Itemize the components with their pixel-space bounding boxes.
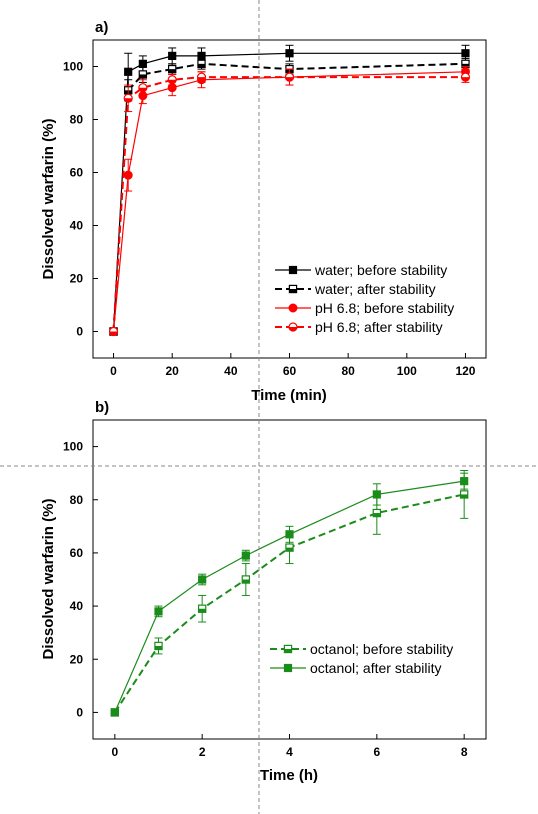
data-point [167,64,177,74]
x-tick-label: 4 [286,745,293,759]
data-point [154,607,163,616]
legend-label: pH 6.8; after stability [315,319,443,335]
data-point [154,641,163,651]
x-tick-label: 6 [373,745,380,759]
y-tick-label: 0 [76,325,83,339]
data-point [285,530,294,539]
y-tick-label: 0 [76,705,83,719]
legend-item: octanol; before stability [270,641,453,657]
panel-b-plot-area [110,470,469,717]
legend-label: water; before stability [314,262,447,278]
data-point [168,51,177,60]
data-point [123,170,133,180]
data-point [460,72,471,82]
data-point [461,49,470,58]
data-point [138,70,148,79]
x-tick-label: 60 [283,364,297,378]
panel-a-label: a) [95,19,108,36]
x-tick-label: 2 [199,745,206,759]
x-tick-label: 0 [111,745,118,759]
series-0 [110,470,469,717]
panel-b-legend: octanol; before stability octanol; after … [270,641,453,676]
y-tick-label: 60 [70,546,84,560]
data-point [459,490,469,499]
legend-item: water; before stability [275,262,447,278]
legend-item: octanol; after stability [270,660,442,676]
legend-item: water; after stability [275,281,436,297]
panel-b-label: b) [95,399,109,416]
x-tick-label: 8 [461,745,468,759]
x-tick-label: 40 [224,364,238,378]
y-tick-label: 40 [70,599,84,613]
panel-b-frame [92,419,487,740]
data-point [198,575,207,584]
x-tick-label: 100 [397,364,417,378]
legend-label: water; after stability [314,281,436,297]
data-point [110,708,119,717]
series-3 [108,68,471,337]
data-point [123,93,133,103]
legend-swatch-marker [283,663,293,673]
x-tick-label: 80 [341,364,355,378]
y-tick-label: 40 [70,219,84,233]
data-point [241,551,250,560]
panel-b-y-axis-title: Dissolved warfarin (%) [40,499,57,660]
panel-a-plot-area [108,44,471,337]
x-tick-label: 0 [110,364,117,378]
panel-a-x-ticks: 0 20 40 60 80 100 120 [110,353,476,378]
y-tick-label: 100 [63,440,83,454]
panel-b-x-ticks: 0 2 4 6 8 [111,734,468,759]
data-point [372,508,382,518]
legend-label: octanol; after stability [310,660,442,676]
panel-b: b) 0 2 4 6 8 0 20 40 60 80 100 Time (h) Dissolved… [40,399,487,784]
data-point [285,49,294,58]
legend-swatch-marker [288,265,298,275]
data-point [167,75,177,85]
y-tick-label: 20 [70,652,84,666]
panel-a-y-ticks: 0 20 40 60 80 100 [63,60,98,339]
data-point [241,575,251,584]
data-point [124,67,133,76]
data-point [197,604,207,613]
y-tick-label: 80 [70,493,84,507]
legend-item: pH 6.8; after stability [275,319,443,335]
panel-b-y-ticks: 0 20 40 60 80 100 [63,440,98,719]
legend-swatch-marker [288,322,298,332]
legend-label: pH 6.8; before stability [315,300,454,316]
panel-b-x-axis-title: Time (h) [260,767,318,784]
legend-swatch-marker [283,644,293,654]
legend-swatch-marker [288,284,298,294]
data-point [460,477,469,486]
x-tick-label: 120 [455,364,475,378]
legend-swatch-marker [288,303,298,313]
panel-a: a) 0 20 40 60 80 100 120 0 20 40 60 80 100 Time (mi… [40,19,487,404]
data-point [372,490,381,499]
data-point [284,72,295,82]
data-point [285,543,294,552]
y-tick-label: 80 [70,113,84,127]
y-tick-label: 20 [70,272,84,286]
legend-item: pH 6.8; before stability [275,300,454,316]
panel-a-x-axis-title: Time (min) [251,387,327,404]
data-point [108,326,119,337]
x-tick-label: 20 [166,364,180,378]
panel-a-y-axis-title: Dissolved warfarin (%) [40,119,57,280]
data-point [196,72,207,82]
data-point [197,59,206,69]
panel-a-legend: water; before stability water; after stab… [275,262,454,335]
legend-label: octanol; before stability [310,641,453,657]
series-line [114,480,465,713]
data-point [138,83,148,93]
series-1 [110,472,469,717]
y-tick-label: 100 [63,60,83,74]
y-tick-label: 60 [70,166,84,180]
